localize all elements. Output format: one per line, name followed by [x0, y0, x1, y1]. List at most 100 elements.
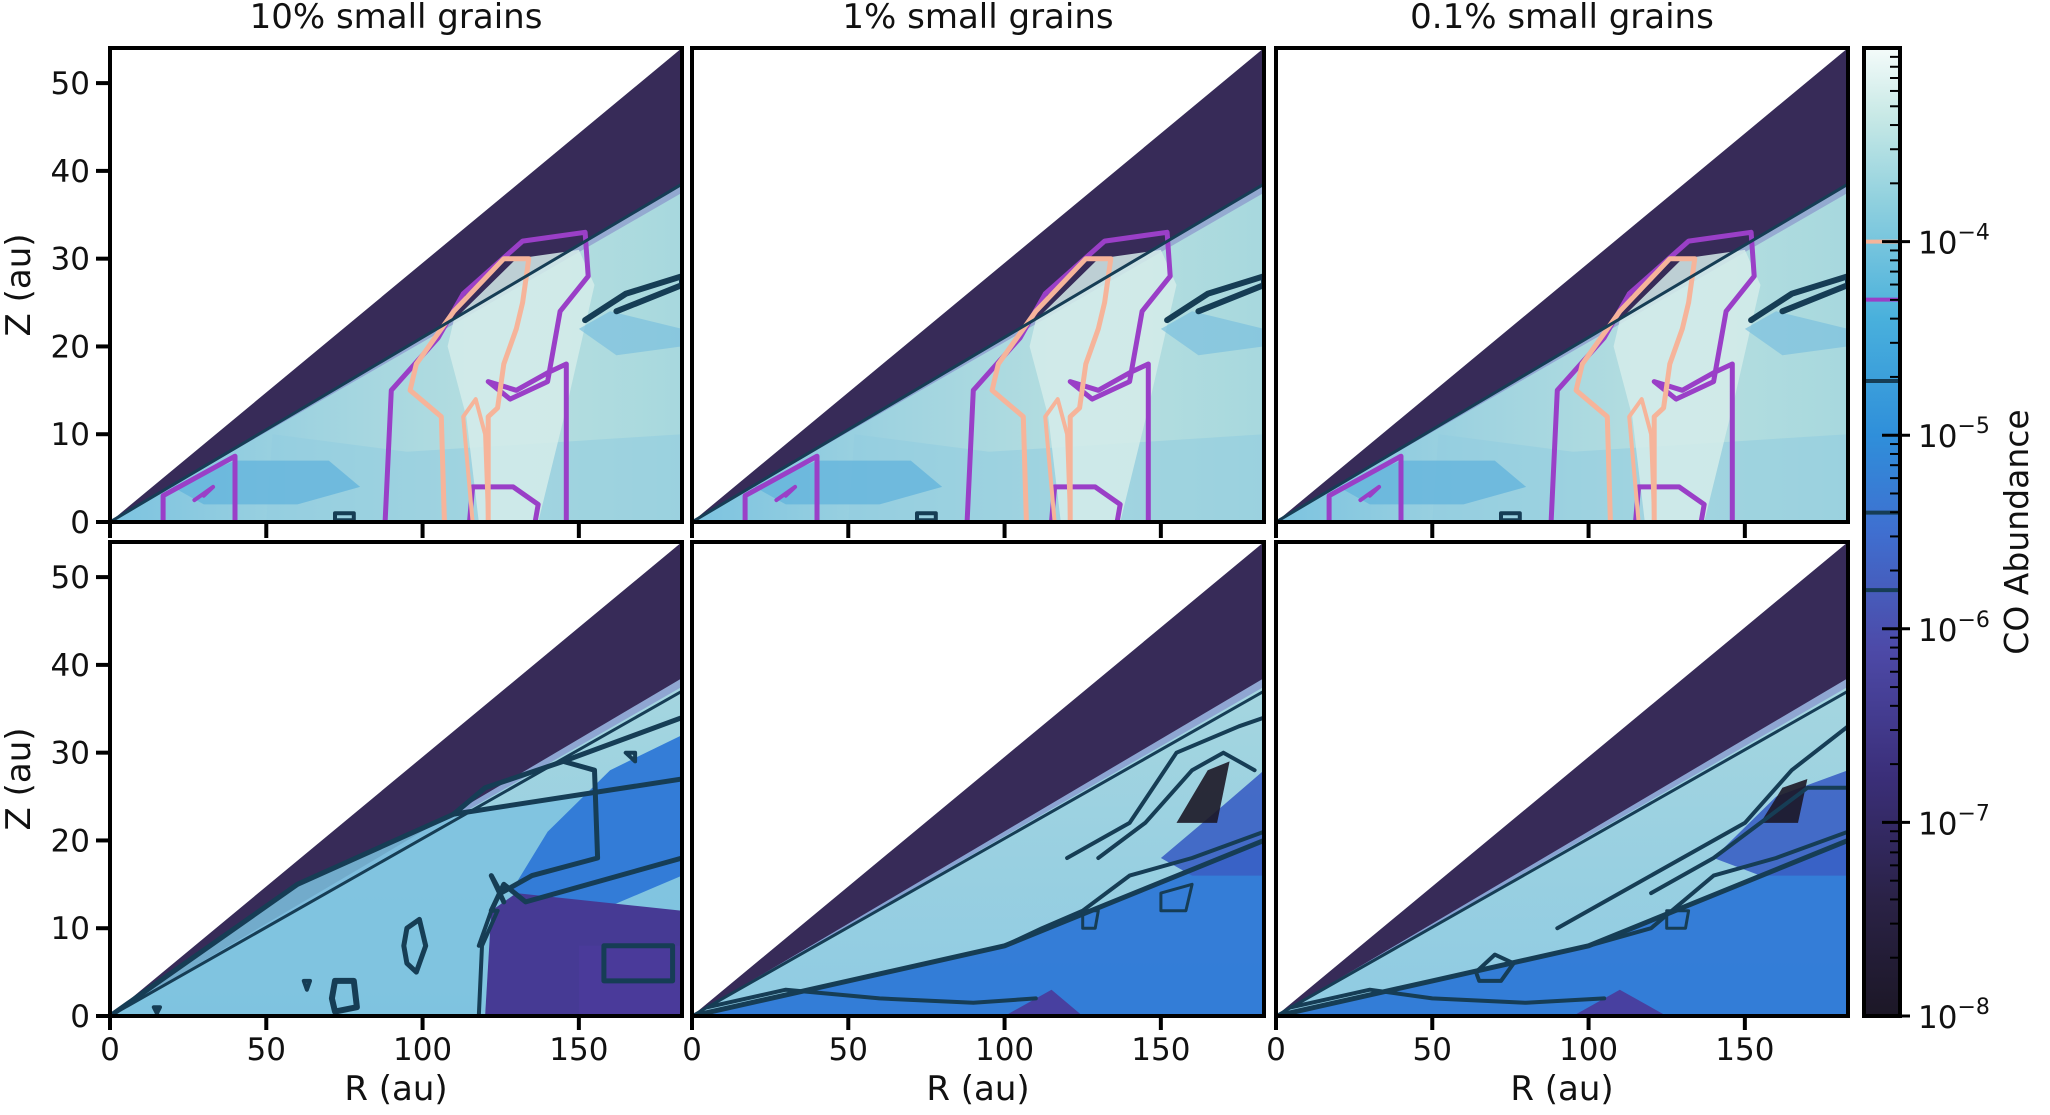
- x-axis-label: R (au): [1510, 1069, 1613, 1109]
- x-tick-label: 100: [975, 1032, 1034, 1068]
- y-tick-label: 50: [51, 560, 90, 596]
- panel-frame: [690, 46, 1266, 524]
- abundance-region-1: [1276, 840, 1848, 1016]
- x-tick-label: 150: [1715, 1032, 1774, 1068]
- y-tick-label: 50: [51, 66, 90, 102]
- contour-line-5: [1573, 256, 1698, 522]
- x-tick-label: 50: [247, 1032, 286, 1068]
- abundance-region-2: [1338, 460, 1527, 505]
- contour-line-1: [110, 776, 682, 1016]
- y-tick-label: 20: [51, 329, 90, 365]
- surface-transition-band: [692, 48, 1264, 522]
- contour-line-7: [692, 182, 1264, 522]
- x-tick-label: 0: [100, 1032, 120, 1068]
- contour-line-6: [705, 987, 1038, 1010]
- contour-line-8: [1164, 273, 1264, 324]
- abundance-region-3: [1176, 761, 1230, 823]
- y-axis-label: Z (au): [0, 233, 39, 336]
- contour-line-12: [623, 750, 638, 764]
- x-axis-label: R (au): [344, 1069, 447, 1109]
- panel-frame: [1274, 540, 1850, 1018]
- contour-line-8: [1665, 909, 1691, 930]
- contour-line-5: [989, 256, 1114, 522]
- surface-transition-band: [1276, 48, 1848, 522]
- contour-line-7: [110, 182, 682, 522]
- y-tick-label: 40: [51, 648, 90, 684]
- x-tick-label: 50: [1413, 1032, 1452, 1068]
- contour-line-6: [1043, 397, 1073, 522]
- contour-line-8: [1159, 882, 1194, 913]
- contour-line-3: [451, 715, 682, 817]
- x-tick-label: 0: [682, 1032, 702, 1068]
- colorbar-label: CO Abundance: [1997, 409, 2036, 654]
- contour-line-4: [1096, 750, 1257, 860]
- contour-line-1: [742, 453, 820, 522]
- colorbar-tick-label: 10−6: [1918, 608, 1990, 649]
- column-title-2: 1% small grains: [842, 0, 1113, 37]
- contour-line-1: [692, 837, 1264, 1016]
- x-axis-label: R (au): [926, 1069, 1029, 1109]
- contour-line-3: [1555, 724, 1848, 931]
- panel-frame: [690, 540, 1266, 1018]
- column-title-3: 0.1% small grains: [1410, 0, 1714, 37]
- x-tick-label: 150: [1131, 1032, 1190, 1068]
- colorbar-tick-label: 10−7: [1918, 801, 1990, 842]
- abundance-region-4: [578, 311, 682, 356]
- panel-1-3: [1274, 46, 1850, 538]
- contour-line-2: [1358, 484, 1382, 503]
- abundance-region-2: [754, 460, 943, 505]
- panel-2-2: [690, 540, 1266, 1030]
- surface-transition-band: [110, 48, 682, 522]
- contour-line-7: [1081, 909, 1100, 930]
- surface-transition-band: [1276, 542, 1848, 1016]
- y-tick-label: 40: [51, 154, 90, 190]
- contour-line-1: [160, 453, 238, 522]
- contour-line-1: [1326, 453, 1404, 522]
- contour-line-6: [1586, 829, 1848, 948]
- y-tick-label: 20: [51, 823, 90, 859]
- y-axis-label: Z (au): [0, 727, 39, 830]
- contour-line-2: [1276, 689, 1848, 1016]
- abundance-region-4: [1744, 311, 1848, 356]
- contour-line-6: [461, 397, 491, 522]
- x-tick-label: 100: [1559, 1032, 1618, 1068]
- contour-line-4: [1649, 785, 1848, 896]
- contour-line-7: [1276, 182, 1848, 522]
- contour-line-2: [110, 689, 682, 1016]
- contour-line-11: [151, 1005, 162, 1016]
- colorbar-frame: [1862, 46, 1902, 1018]
- contour-line-2: [774, 484, 798, 503]
- contour-line-2: [192, 484, 216, 503]
- contour-line-3: [1065, 715, 1264, 860]
- abundance-region-4: [1004, 989, 1083, 1016]
- y-tick-label: 0: [70, 999, 90, 1035]
- y-tick-label: 30: [51, 736, 90, 772]
- colorbar: [1864, 48, 1900, 1016]
- panel-frame: [108, 46, 684, 524]
- panel-2-1: [96, 540, 684, 1030]
- x-tick-label: 50: [829, 1032, 868, 1068]
- contour-line-7: [1289, 987, 1607, 1010]
- colorbar-tick-label: 10−8: [1918, 995, 1990, 1036]
- y-tick-label: 30: [51, 242, 90, 278]
- contour-line-8: [582, 273, 682, 324]
- panel-1-1: [96, 46, 684, 538]
- contour-line-5: [407, 256, 532, 522]
- colorbar-tick-label: 10−4: [1918, 221, 1990, 262]
- contour-line-5: [488, 855, 682, 914]
- x-tick-label: 150: [549, 1032, 608, 1068]
- x-tick-label: 0: [1266, 1032, 1286, 1068]
- abundance-region-1: [692, 840, 1264, 1016]
- column-title-1: 10% small grains: [250, 0, 543, 37]
- contour-line-9: [301, 978, 312, 992]
- contour-line-10: [601, 943, 676, 984]
- panel-2-3: [1274, 540, 1850, 1030]
- panel-frame: [1274, 46, 1850, 524]
- abundance-region-4: [1160, 311, 1264, 356]
- contour-line-6: [476, 908, 500, 1016]
- panel-frame: [108, 540, 684, 1018]
- colorbar-tick-label: 10−5: [1918, 414, 1990, 455]
- y-tick-label: 10: [51, 911, 90, 947]
